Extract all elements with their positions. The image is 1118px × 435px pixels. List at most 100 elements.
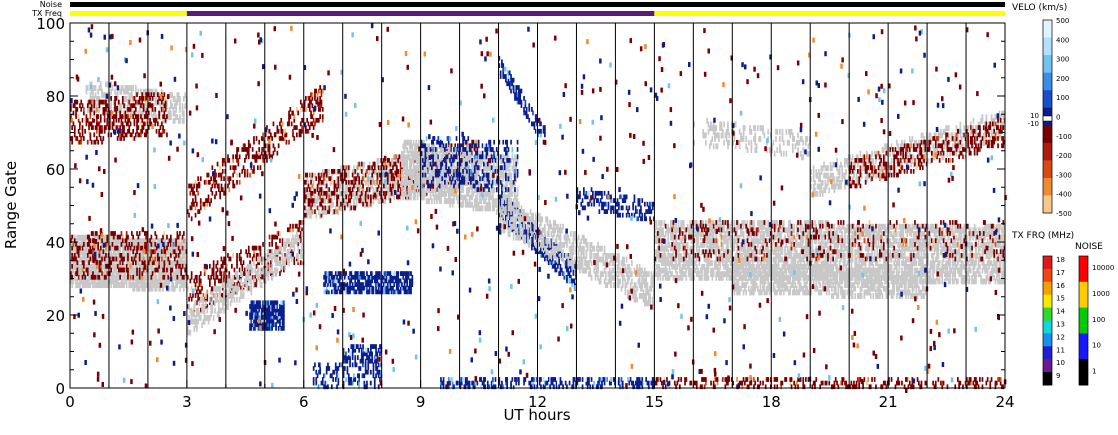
scatter-cell <box>279 318 281 324</box>
scatter-cell <box>179 103 181 110</box>
scatter-cell <box>270 253 272 259</box>
scatter-cell <box>133 285 136 292</box>
scatter-cell <box>163 110 166 116</box>
scatter-cell <box>216 311 219 318</box>
scatter-cell <box>271 304 273 309</box>
scatter-cell <box>299 253 302 259</box>
scatter-cell <box>258 326 260 331</box>
scatter-cell <box>280 307 283 313</box>
scatter-cell <box>151 263 154 270</box>
scatter-cell <box>136 117 138 123</box>
txfreq-segment <box>186 11 655 16</box>
scatter-cell <box>221 158 224 163</box>
scatter-cell <box>189 318 192 325</box>
scatter-cell <box>121 85 124 91</box>
scatter-cell <box>242 282 245 289</box>
scatter-cell <box>89 103 92 110</box>
scatter-cell <box>116 274 119 281</box>
scatter-cell <box>98 121 101 127</box>
scatter-cell <box>206 198 209 203</box>
scatter-cell <box>133 117 136 123</box>
scatter-cell <box>155 92 158 99</box>
scatter-cell <box>236 147 238 152</box>
scatter-cell <box>84 128 86 134</box>
scatter-cell <box>172 263 175 270</box>
scatter-cell <box>124 245 127 251</box>
scatter-cell <box>180 267 183 273</box>
scatter-cell <box>96 245 98 252</box>
scatter-cell <box>210 311 212 318</box>
scatter-cell <box>270 267 272 274</box>
scatter-cell <box>136 282 138 289</box>
scatter-cell <box>115 245 118 251</box>
scatter-cell <box>145 117 147 123</box>
scatter-cell <box>299 260 302 266</box>
scatter-cell <box>211 271 214 276</box>
scatter-cell <box>136 128 138 134</box>
scatter-cell <box>101 278 103 285</box>
scatter-cell <box>121 260 124 266</box>
scatter-cell <box>194 293 197 298</box>
scatter-cell <box>277 318 280 324</box>
scatter-cell <box>128 263 131 270</box>
scatter-cell <box>194 198 197 203</box>
scatter-cell <box>215 271 218 276</box>
scatter-cell <box>136 274 138 281</box>
scatter-cell <box>99 85 102 91</box>
scatter-cell <box>271 300 273 306</box>
scatter-cell <box>123 125 125 130</box>
scatter-cell <box>189 183 192 189</box>
scatter-cell <box>155 96 158 102</box>
scatter-cell <box>90 253 93 259</box>
scatter-cell <box>145 267 147 274</box>
scatter-cell <box>244 158 246 163</box>
scatter-cell <box>86 263 89 270</box>
scatter-cell <box>168 110 171 117</box>
scatter-cell <box>276 315 279 320</box>
scatter-cell <box>71 278 73 285</box>
scatter-cell <box>116 263 119 269</box>
scatter-cell <box>159 238 162 245</box>
scatter-cell <box>270 300 272 306</box>
scatter-cell <box>197 293 199 298</box>
scatter-cell <box>340 271 342 276</box>
scatter-cell <box>145 107 147 113</box>
scatter-cell <box>194 274 197 280</box>
scatter-cell <box>159 253 162 259</box>
scatter-cell <box>101 263 103 270</box>
scatter-cell <box>272 253 275 259</box>
scatter-cell <box>175 242 177 247</box>
scatter-cell <box>159 278 162 285</box>
scatter-cell <box>155 242 158 248</box>
scatter-cell <box>129 242 132 248</box>
scatter-cell <box>293 114 296 119</box>
scatter-cell <box>76 278 79 285</box>
scatter-cell <box>88 278 90 285</box>
scatter-cell <box>120 278 123 285</box>
scatter-cell <box>183 253 185 259</box>
scatter-cell <box>77 234 80 241</box>
scatter-cell <box>292 128 294 134</box>
scatter-cell <box>99 238 102 245</box>
scatter-cell <box>153 267 155 274</box>
scatter-cell <box>175 114 177 121</box>
scatter-cell <box>249 263 251 270</box>
scatter-cell <box>170 271 172 276</box>
scatter-cell <box>242 260 245 266</box>
scatter-cell <box>220 271 223 276</box>
scatter-cell <box>99 234 102 241</box>
scatter-cell <box>147 114 150 121</box>
scatter-cell <box>92 92 94 99</box>
scatter-cell <box>116 128 119 134</box>
scatter-cell <box>236 260 238 266</box>
scatter-cell <box>89 114 92 119</box>
scatter-cell <box>154 110 157 117</box>
scatter-cell <box>103 256 106 262</box>
scatter-cell <box>76 267 79 273</box>
scatter-cell <box>97 88 99 95</box>
scatter-cell <box>112 107 115 113</box>
scatter-cell <box>131 282 133 289</box>
scatter-cell <box>105 249 107 256</box>
scatter-cell <box>123 274 125 281</box>
scatter-cell <box>133 110 136 116</box>
